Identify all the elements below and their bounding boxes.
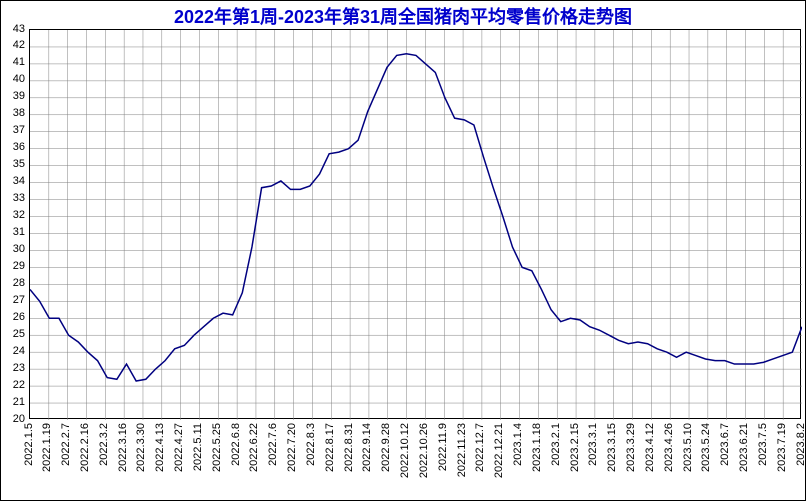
x-tick-label: 2022.7.6: [268, 423, 279, 466]
x-tick-label: 2023.6.21: [739, 423, 750, 472]
x-tick-label: 2023.2.15: [570, 423, 581, 472]
y-tick-label: 35: [1, 159, 25, 170]
y-tick-label: 32: [1, 210, 25, 221]
x-tick-label: 2022.3.2: [99, 423, 110, 466]
x-tick-label: 2023.3.29: [626, 423, 637, 472]
x-tick-label: 2022.2.7: [61, 423, 72, 466]
x-tick-label: 2022.11.23: [457, 423, 468, 477]
y-tick-label: 37: [1, 125, 25, 136]
x-tick-label: 2023.8.2: [796, 423, 806, 466]
y-tick-label: 36: [1, 142, 25, 153]
x-tick-label: 2023.4.12: [645, 423, 656, 472]
x-tick-label: 2022.4.27: [174, 423, 185, 472]
y-tick-label: 31: [1, 227, 25, 238]
y-tick-label: 27: [1, 295, 25, 306]
x-tick-label: 2023.3.15: [607, 423, 618, 472]
x-tick-label: 2022.9.14: [362, 423, 373, 472]
y-tick-label: 40: [1, 74, 25, 85]
x-tick-label: 2023.7.5: [758, 423, 769, 466]
x-tick-label: 2023.3.1: [588, 423, 599, 466]
x-tick-label: 2023.1.18: [532, 423, 543, 472]
x-tick-label: 2022.12.7: [475, 423, 486, 472]
y-tick-label: 42: [1, 40, 25, 51]
chart-title: 2022年第1周-2023年第31周全国猪肉平均零售价格走势图: [1, 3, 805, 29]
x-tick-label: 2022.10.12: [400, 423, 411, 478]
plot-area: [29, 29, 801, 419]
x-tick-label: 2023.1.4: [513, 423, 524, 466]
x-tick-label: 2023.6.7: [720, 423, 731, 466]
y-tick-label: 21: [1, 397, 25, 408]
y-tick-label: 23: [1, 363, 25, 374]
x-tick-label: 2022.5.25: [212, 423, 223, 472]
x-tick-label: 2022.1.19: [42, 423, 53, 472]
plot-svg: [30, 30, 802, 420]
y-tick-label: 38: [1, 108, 25, 119]
x-tick-label: 2023.4.26: [664, 423, 675, 472]
y-tick-label: 41: [1, 57, 25, 68]
x-tick-label: 2022.2.16: [80, 423, 91, 472]
y-tick-label: 43: [1, 24, 25, 35]
chart-container: 2022年第1周-2023年第31周全国猪肉平均零售价格走势图 单位：元/公斤 …: [0, 0, 806, 501]
x-tick-label: 2022.6.8: [231, 423, 242, 466]
x-tick-label: 2022.1.5: [24, 423, 35, 466]
y-tick-label: 28: [1, 278, 25, 289]
x-tick-label: 2023.7.19: [777, 423, 788, 472]
y-tick-label: 26: [1, 312, 25, 323]
y-tick-label: 25: [1, 329, 25, 340]
y-tick-label: 22: [1, 380, 25, 391]
x-tick-label: 2022.11.9: [438, 423, 449, 471]
y-tick-label: 34: [1, 176, 25, 187]
x-tick-label: 2022.8.31: [344, 423, 355, 472]
x-tick-label: 2022.8.3: [306, 423, 317, 466]
x-tick-label: 2023.5.10: [683, 423, 694, 472]
x-tick-label: 2022.8.17: [325, 423, 336, 472]
x-tick-label: 2022.7.20: [287, 423, 298, 472]
x-tick-label: 2022.12.21: [494, 423, 505, 478]
x-tick-label: 2022.9.28: [381, 423, 392, 472]
x-tick-label: 2022.3.30: [136, 423, 147, 472]
x-tick-label: 2022.6.22: [249, 423, 260, 472]
x-tick-label: 2022.4.13: [155, 423, 166, 472]
y-tick-label: 24: [1, 346, 25, 357]
x-tick-label: 2023.5.24: [701, 423, 712, 472]
y-tick-label: 30: [1, 244, 25, 255]
y-tick-label: 29: [1, 261, 25, 272]
x-tick-label: 2022.3.16: [118, 423, 129, 472]
price-line: [30, 54, 802, 381]
y-tick-label: 39: [1, 91, 25, 102]
x-tick-label: 2023.2.1: [551, 423, 562, 466]
y-tick-label: 33: [1, 193, 25, 204]
x-tick-label: 2022.5.11: [193, 423, 204, 471]
x-tick-label: 2022.10.26: [419, 423, 430, 478]
y-tick-label: 20: [1, 414, 25, 425]
